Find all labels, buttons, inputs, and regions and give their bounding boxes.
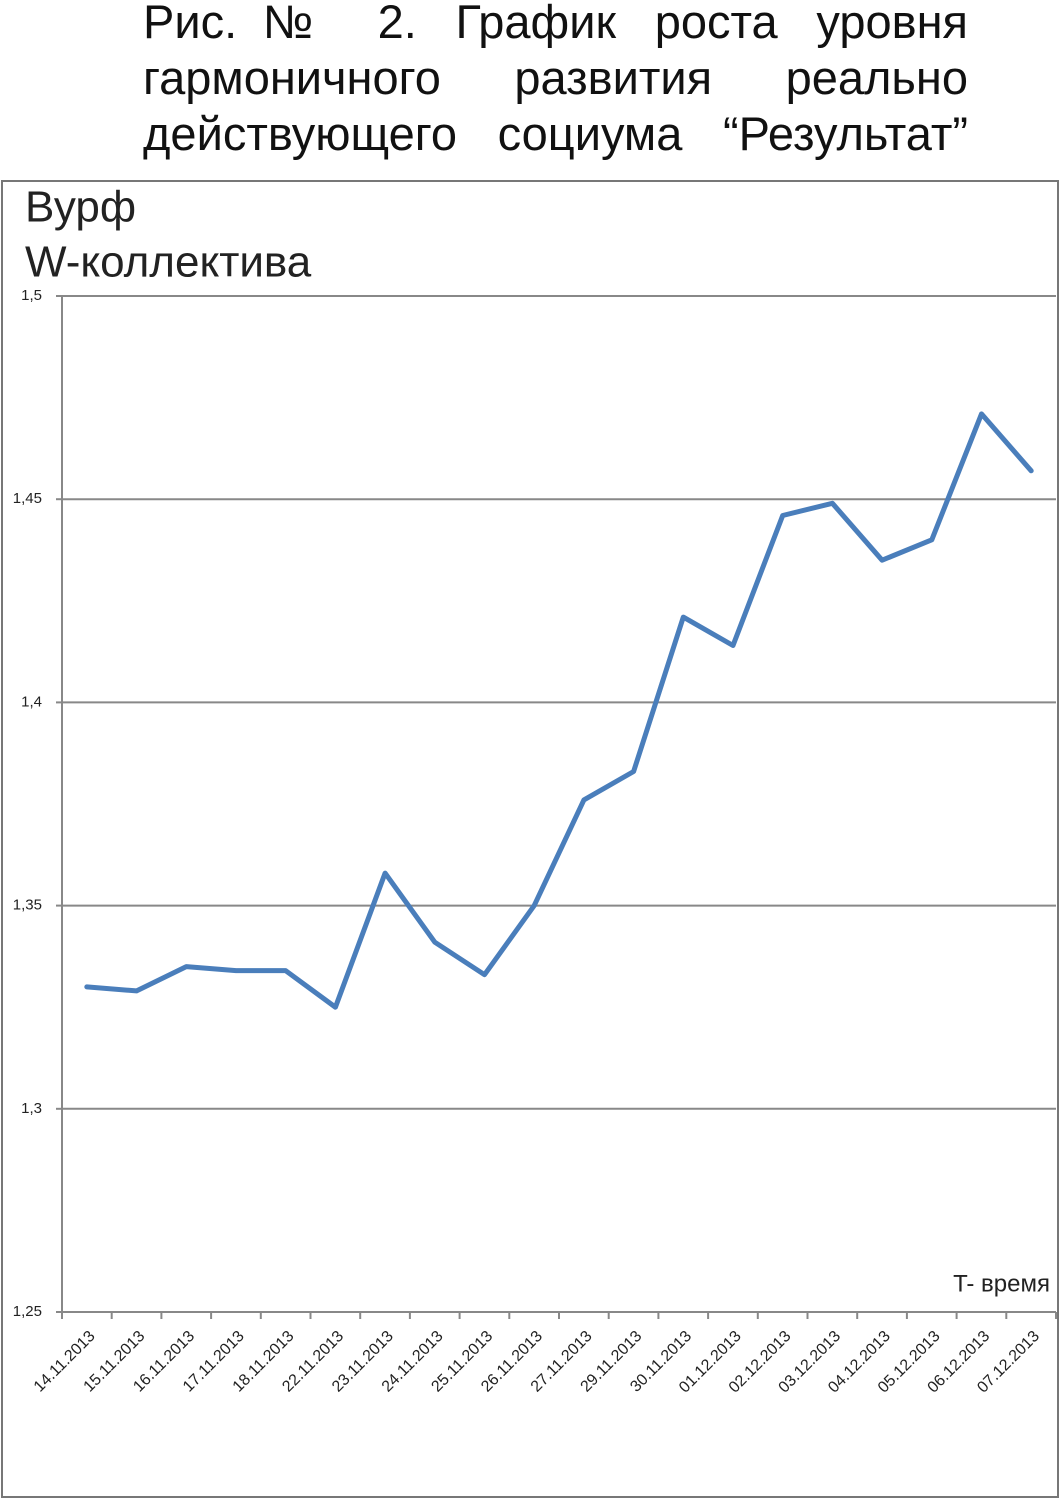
- title-line: гармоничного развития реально: [143, 51, 968, 104]
- chart-frame: [1, 180, 1059, 1498]
- title-line: Рис.№ 2. График роста уровня: [143, 0, 968, 48]
- y-tick-label: 1,45: [13, 490, 42, 507]
- title-line: действующего социума “Результат”: [143, 107, 968, 160]
- y-tick-label: 1,5: [21, 287, 42, 304]
- y-axis-label: W-коллектива: [25, 238, 312, 287]
- chart-title: Рис.№ 2. График роста уровня гармоничног…: [143, 0, 968, 162]
- y-tick-label: 1,35: [13, 897, 42, 914]
- data-line: [84, 411, 1034, 1010]
- y-tick-label: 1,25: [13, 1303, 42, 1320]
- x-axis-label: T- время: [953, 1270, 1050, 1297]
- y-tick-label: 1,4: [21, 693, 42, 710]
- y-tick-label: 1,3: [21, 1100, 42, 1117]
- y-axis-label: Вурф: [25, 183, 136, 232]
